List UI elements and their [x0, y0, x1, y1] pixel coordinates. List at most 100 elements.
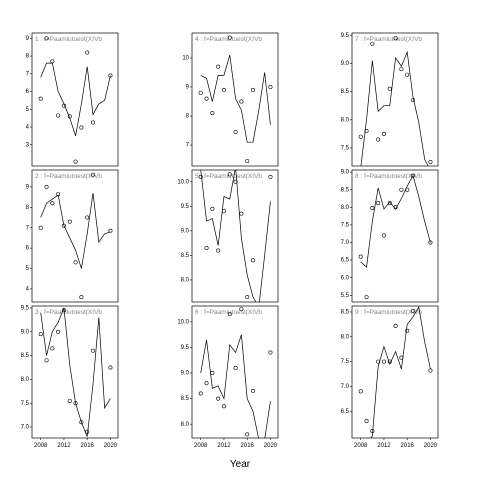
- point: [387, 201, 392, 206]
- y-tick-label: 7.0: [341, 240, 350, 246]
- point: [233, 365, 238, 370]
- panel: 7 8 9 10 4 : f=Paamiutoest(XIVb: [182, 32, 279, 167]
- plot-area: 8 : f=Paamiutoest(XIVb: [355, 173, 433, 300]
- point: [198, 174, 203, 179]
- x-tick-label: 2016: [81, 443, 95, 449]
- point: [381, 233, 386, 238]
- point: [227, 35, 232, 40]
- panel-title: 5 : f=Paamiutoest(XIVb: [195, 173, 262, 180]
- point: [393, 36, 398, 41]
- point: [268, 174, 273, 179]
- point: [381, 131, 386, 136]
- y-tick-label: 9.0: [341, 61, 350, 67]
- x-axis-label: Year: [230, 459, 251, 470]
- fit-line: [40, 307, 111, 437]
- x-tick-label: 2008: [354, 443, 368, 449]
- point: [227, 172, 232, 177]
- y-tick-label: 8.5: [181, 253, 190, 259]
- plot-area: 7 : f=Paamiutoest(XIVb: [355, 36, 433, 166]
- point: [268, 85, 273, 90]
- y-tick-label: 8.5: [181, 396, 190, 402]
- panel-frame: [351, 305, 439, 439]
- point: [364, 419, 369, 424]
- y-tick-label: 10.0: [177, 319, 189, 325]
- point: [399, 67, 404, 72]
- point: [221, 87, 226, 92]
- fit-line: [370, 306, 431, 438]
- panel-frame: [31, 169, 119, 303]
- point: [79, 125, 84, 130]
- y-tick-label: 6.5: [341, 409, 350, 415]
- y-tick-label: 7: [26, 71, 30, 77]
- plot-area: 6 : f=Paamiutoest(XIVb: [195, 307, 273, 438]
- x-tick-label: 2016: [241, 443, 255, 449]
- point: [227, 312, 232, 317]
- point: [393, 323, 398, 328]
- y-tick-label: 9.0: [181, 228, 190, 234]
- y-tick-label: 4: [26, 287, 30, 293]
- point: [381, 359, 386, 364]
- y-tick-label: 6: [26, 246, 30, 252]
- plot-area: 1 : f=Paamiutoest(XIVb: [35, 36, 113, 164]
- point: [44, 36, 49, 41]
- y-tick-label: 7.5: [341, 359, 350, 365]
- point: [216, 248, 221, 253]
- panel: 6.5 7.0 7.5 8.0 8.5 2008 2012 2016 2020 9 : f=Paa…: [341, 305, 439, 449]
- y-tick-label: 5: [26, 266, 30, 272]
- point: [245, 295, 250, 300]
- panel-title: 4 : f=Paamiutoest(XIVb: [195, 36, 262, 43]
- y-tick-label: 8.0: [341, 117, 350, 123]
- y-tick-label: 7: [186, 143, 190, 149]
- x-tick-label: 2008: [194, 443, 208, 449]
- y-tick-label: 8.0: [181, 277, 190, 283]
- panel: 3 4 5 6 7 8 9 1 : f=Paamiutoest(XIVb: [26, 32, 119, 167]
- point: [251, 258, 256, 263]
- y-tick-label: 10: [182, 56, 189, 62]
- point: [233, 179, 238, 184]
- fit-line: [200, 54, 271, 143]
- point: [210, 206, 215, 211]
- panel-title: 9 : f=Paamiutoest(XIVb: [355, 309, 422, 316]
- point: [204, 381, 209, 386]
- point: [79, 420, 84, 425]
- point: [204, 246, 209, 251]
- point: [399, 187, 404, 192]
- y-tick-label: 4: [26, 125, 30, 131]
- point: [56, 113, 61, 118]
- panel-title: 3 : f=Paamiutoest(XIVb: [35, 309, 102, 316]
- y-tick-label: 9: [26, 36, 30, 42]
- plot-area: 4 : f=Paamiutoest(XIVb: [195, 35, 273, 164]
- y-tick-label: 7: [26, 225, 30, 231]
- point: [411, 173, 416, 178]
- y-tick-label: 8.0: [341, 205, 350, 211]
- point: [73, 159, 78, 164]
- y-tick-label: 6: [26, 89, 30, 95]
- y-tick-label: 8.5: [341, 187, 350, 193]
- x-tick-label: 2008: [34, 443, 48, 449]
- x-tick-label: 2012: [217, 443, 231, 449]
- panel-frame: [191, 305, 279, 439]
- fit-line: [40, 62, 111, 136]
- y-tick-label: 6.0: [341, 275, 350, 281]
- point: [91, 120, 96, 125]
- point: [221, 404, 226, 409]
- point: [198, 90, 203, 95]
- point: [251, 388, 256, 393]
- y-tick-label: 10.0: [177, 179, 189, 185]
- y-tick-label: 9: [26, 185, 30, 191]
- panel-frame: [191, 169, 279, 303]
- point: [79, 295, 84, 300]
- y-tick-label: 8.0: [181, 422, 190, 428]
- point: [239, 307, 244, 312]
- y-tick-label: 8.5: [341, 89, 350, 95]
- point: [67, 219, 72, 224]
- fit-line: [200, 334, 271, 438]
- y-tick-label: 9.0: [181, 371, 190, 377]
- panel-frame: [191, 32, 279, 167]
- y-tick-label: 9.0: [341, 170, 350, 176]
- panel-title: 8 : f=Paamiutoest(XIVb: [355, 173, 422, 180]
- point: [204, 96, 209, 101]
- point: [405, 72, 410, 77]
- point: [358, 134, 363, 139]
- point: [38, 96, 43, 101]
